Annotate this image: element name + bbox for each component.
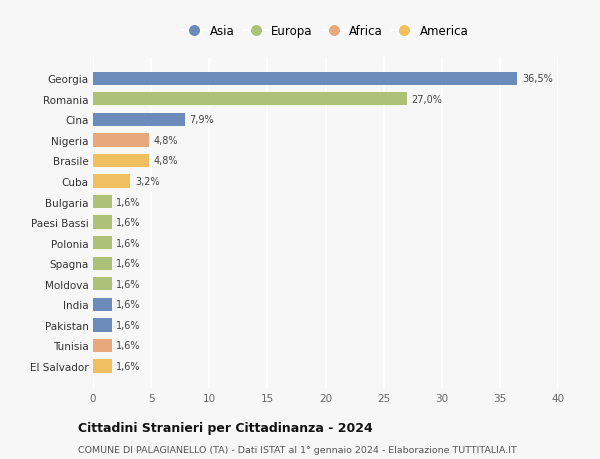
Bar (93, 113, 185, 127)
Text: 36,5%: 36,5% (522, 74, 553, 84)
Text: 4,8%: 4,8% (154, 135, 178, 146)
Bar (93, 339, 112, 353)
Bar (93, 216, 112, 230)
Bar (93, 236, 112, 250)
Text: 1,6%: 1,6% (116, 197, 141, 207)
Text: 1,6%: 1,6% (116, 258, 141, 269)
Text: 1,6%: 1,6% (116, 341, 141, 351)
Bar (93, 175, 130, 188)
Bar (93, 196, 112, 209)
Bar (93, 93, 407, 106)
Bar (93, 257, 112, 270)
Bar (93, 73, 517, 86)
Bar (93, 154, 149, 168)
Bar (93, 359, 112, 373)
Text: 1,6%: 1,6% (116, 279, 141, 289)
Text: 1,6%: 1,6% (116, 218, 141, 228)
Text: COMUNE DI PALAGIANELLO (TA) - Dati ISTAT al 1° gennaio 2024 - Elaborazione TUTTI: COMUNE DI PALAGIANELLO (TA) - Dati ISTAT… (78, 445, 517, 454)
Text: 27,0%: 27,0% (412, 95, 442, 105)
Text: 4,8%: 4,8% (154, 156, 178, 166)
Text: 3,2%: 3,2% (135, 177, 160, 187)
Text: Cittadini Stranieri per Cittadinanza - 2024: Cittadini Stranieri per Cittadinanza - 2… (78, 421, 373, 434)
Bar (93, 278, 112, 291)
Text: 1,6%: 1,6% (116, 361, 141, 371)
Bar (93, 319, 112, 332)
Legend: Asia, Europa, Africa, America: Asia, Europa, Africa, America (178, 20, 473, 43)
Text: 1,6%: 1,6% (116, 238, 141, 248)
Text: 1,6%: 1,6% (116, 300, 141, 310)
Text: 7,9%: 7,9% (190, 115, 214, 125)
Bar (93, 298, 112, 311)
Bar (93, 134, 149, 147)
Text: 1,6%: 1,6% (116, 320, 141, 330)
